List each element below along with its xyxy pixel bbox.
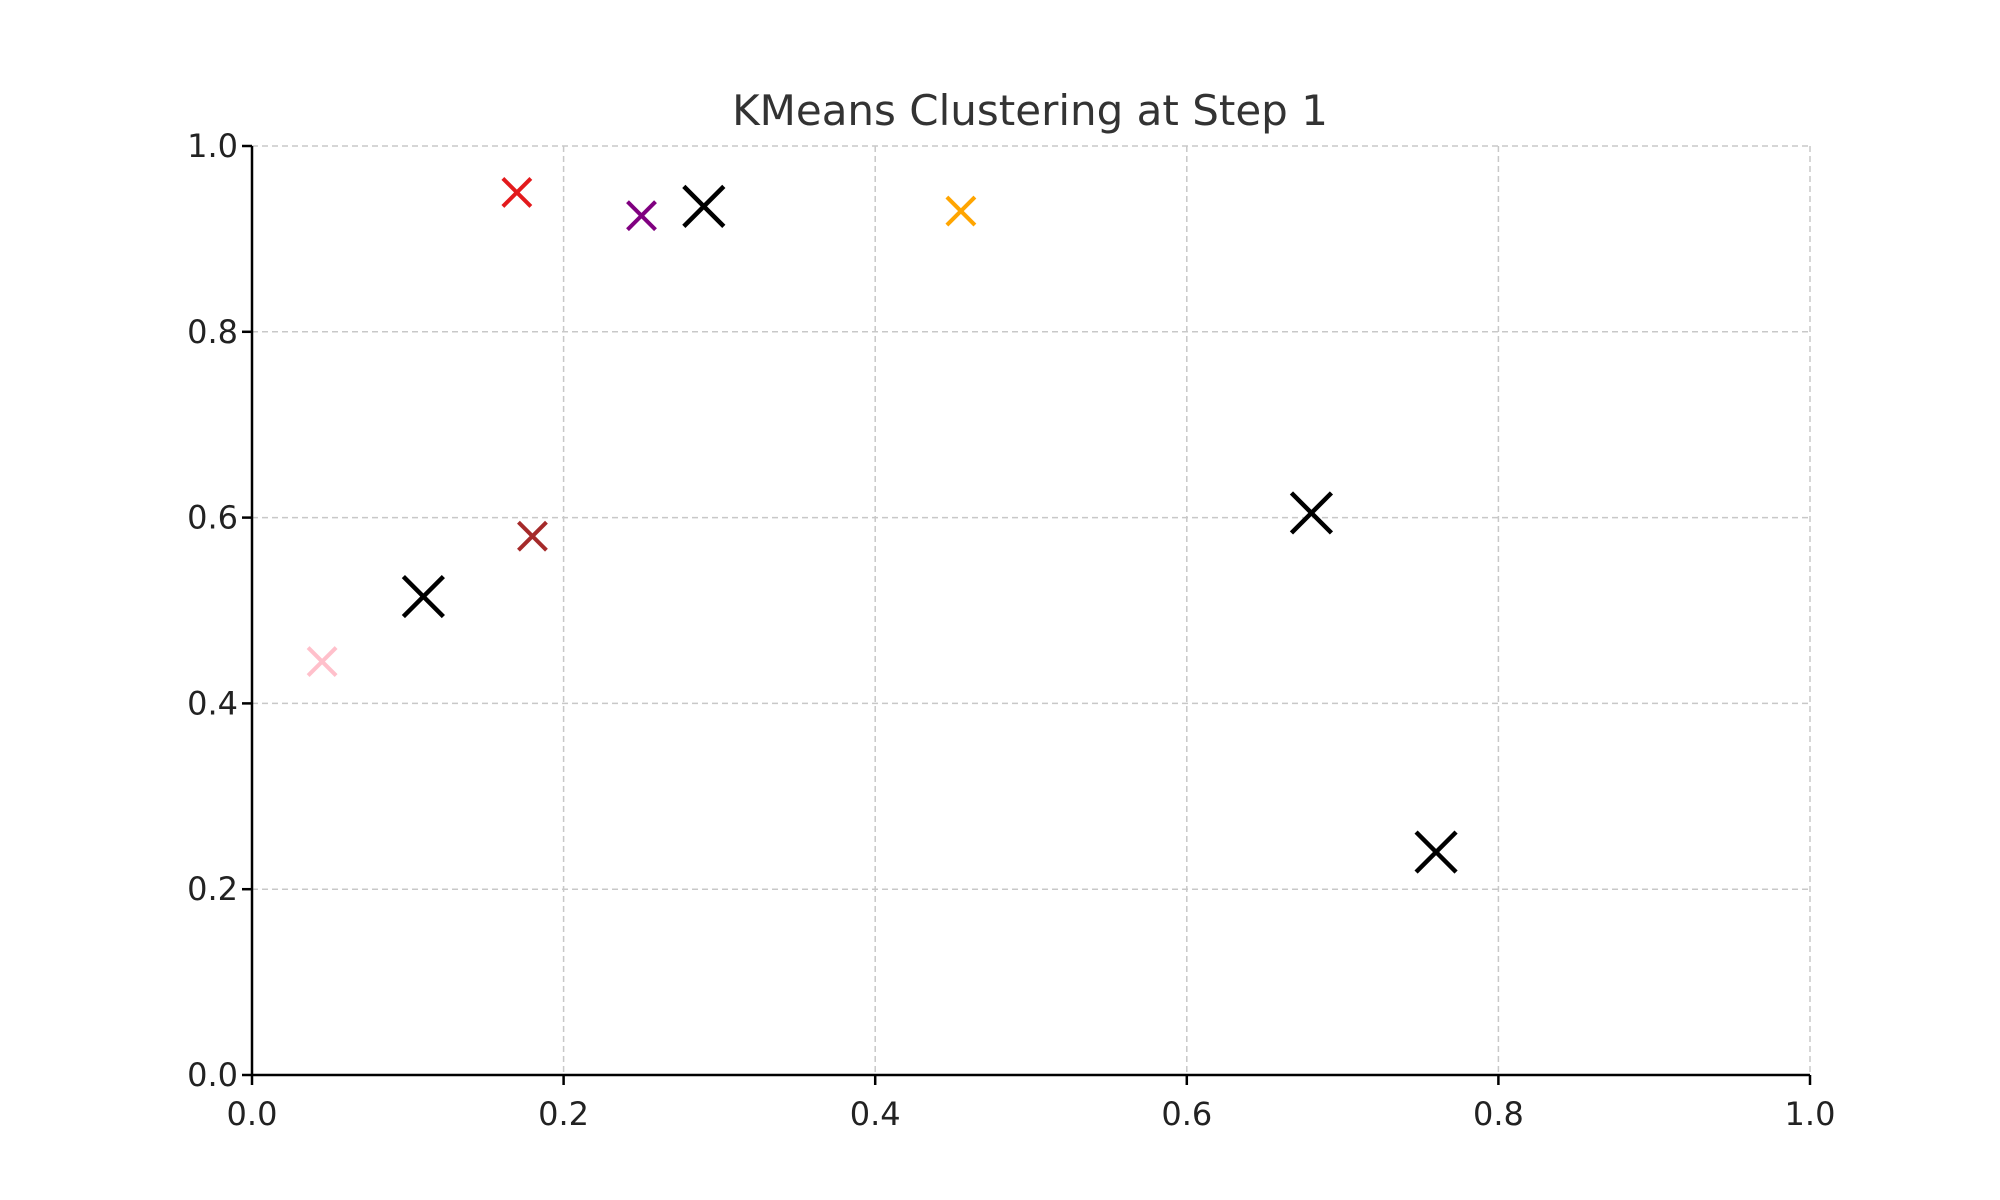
centroid-marker-stroke-b (401, 574, 445, 619)
centroid-marker (401, 574, 445, 619)
centroid-marker-stroke-b (682, 184, 726, 228)
y-tick-label: 0.6 (187, 499, 238, 537)
data-point-marker (626, 200, 657, 232)
data-points (306, 177, 977, 678)
x-tick-label: 0.4 (850, 1095, 901, 1133)
chart-title: KMeans Clustering at Step 1 (732, 86, 1328, 135)
centroid-marker (1414, 830, 1458, 874)
axes (250, 146, 1810, 1077)
y-tick-label: 0.0 (187, 1056, 238, 1094)
x-axis-ticks: 0.0 0.2 0.4 0.6 0.8 1.0 (227, 1075, 1836, 1133)
centroid-marker (1289, 491, 1334, 535)
y-tick-label: 0.2 (187, 870, 238, 908)
data-point-marker-stroke-b (517, 520, 548, 552)
centroid-marker (682, 184, 726, 228)
data-point-marker (517, 520, 548, 552)
data-point-marker (306, 646, 338, 678)
x-tick-label: 1.0 (1785, 1095, 1836, 1133)
data-point-marker-stroke-b (501, 177, 533, 208)
y-tick-label: 1.0 (187, 127, 238, 165)
y-tick-label: 0.4 (187, 684, 238, 722)
centroid-marker-stroke-b (1289, 491, 1334, 535)
data-point-marker-stroke-b (945, 195, 977, 227)
data-point-marker-stroke-b (306, 646, 338, 678)
grid-lines (251, 145, 1811, 1076)
data-point-marker (501, 177, 533, 208)
y-tick-label: 0.8 (187, 313, 238, 351)
y-axis-ticks: 0.0 0.2 0.4 0.6 0.8 1.0 (187, 127, 252, 1094)
data-point-marker-stroke-b (626, 200, 657, 232)
x-tick-label: 0.2 (538, 1095, 589, 1133)
data-point-marker (945, 195, 977, 227)
centroid-markers (401, 184, 1458, 874)
centroid-marker-stroke-b (1414, 830, 1458, 874)
x-tick-label: 0.0 (227, 1095, 278, 1133)
x-tick-label: 0.8 (1473, 1095, 1524, 1133)
x-tick-label: 0.6 (1161, 1095, 1212, 1133)
